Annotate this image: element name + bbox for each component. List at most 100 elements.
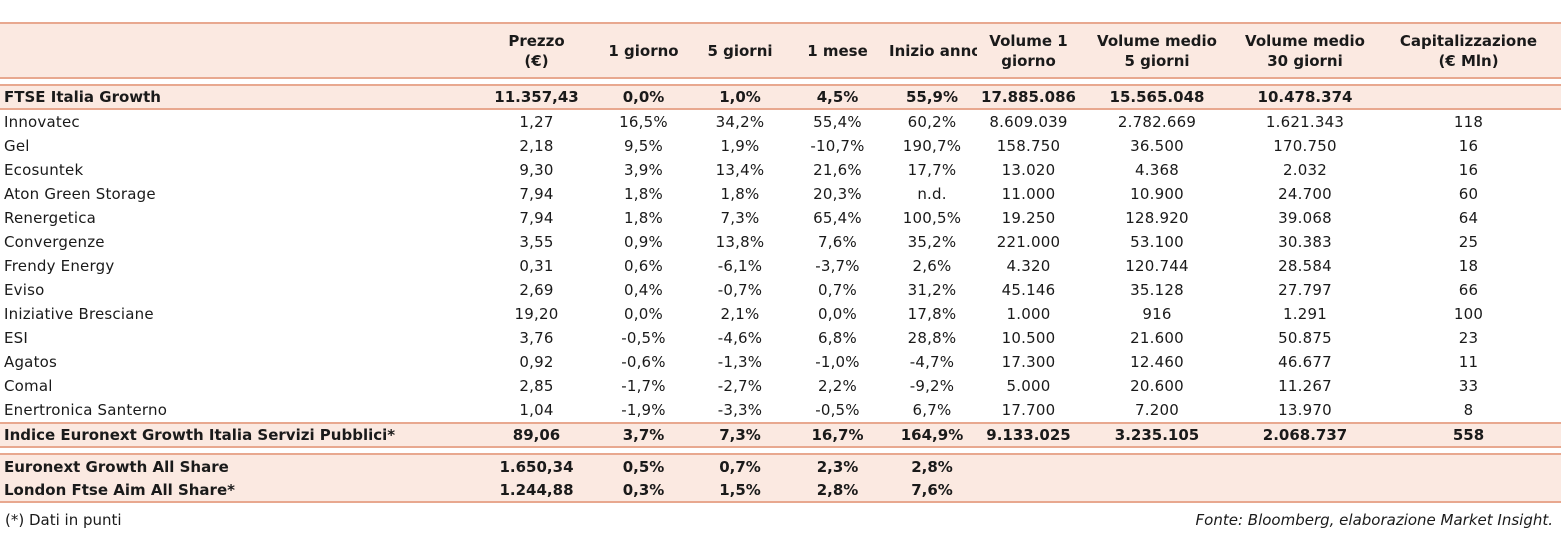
table-cell: 3.235.105 bbox=[1080, 422, 1234, 448]
table-cell: -4,7% bbox=[909, 353, 955, 371]
table-cell: -0,6% bbox=[621, 353, 666, 371]
table-cell: 17.300 bbox=[1001, 353, 1056, 371]
table-cell: 7,94 bbox=[519, 185, 554, 203]
table-cell: 0,6% bbox=[624, 257, 663, 275]
table-cell: -3,3% bbox=[717, 401, 763, 419]
table-cell: 17.700 bbox=[1001, 401, 1056, 419]
table-cell: 118 bbox=[1453, 113, 1484, 131]
table-cell: 21,6% bbox=[813, 161, 862, 179]
table-cell: 7,6% bbox=[887, 478, 977, 503]
stocks-table: Prezzo (€) 1 giorno 5 giorni 1 mese Inizio an… bbox=[0, 22, 1561, 503]
table-cell: 5.000 bbox=[1006, 377, 1051, 395]
table-cell: 11.000 bbox=[1001, 185, 1056, 203]
table-cell: 0,31 bbox=[519, 257, 554, 275]
table-cell: 0,0% bbox=[624, 305, 663, 323]
row-label: London Ftse Aim All Share* bbox=[0, 478, 478, 503]
table-cell: 12.460 bbox=[1130, 353, 1184, 371]
table-cell: 13.970 bbox=[1278, 401, 1332, 419]
table-cell bbox=[1080, 453, 1234, 478]
table-cell: 25 bbox=[1458, 233, 1479, 251]
table-cell: 34,2% bbox=[715, 113, 765, 131]
table-cell: 17,8% bbox=[907, 305, 957, 323]
table-cell: -1,0% bbox=[815, 353, 860, 371]
table-cell: 7,3% bbox=[692, 422, 788, 448]
stock-row: Frendy Energy 0,31 0,6% -6,1% -3,7% 2,6% 4.320… bbox=[0, 254, 1561, 278]
table-cell: 19.250 bbox=[1001, 209, 1056, 227]
table-cell: 0,3% bbox=[595, 478, 692, 503]
table-cell: 128.920 bbox=[1125, 209, 1189, 227]
table-cell: 1.000 bbox=[1006, 305, 1051, 323]
index-row: London Ftse Aim All Share* 1.244,88 0,3% 1,… bbox=[0, 478, 1561, 503]
table-cell: 28,8% bbox=[907, 329, 957, 347]
table-cell: 6,7% bbox=[912, 401, 952, 419]
table-cell: 53.100 bbox=[1130, 233, 1184, 251]
row-label: ESI bbox=[4, 329, 29, 347]
table-cell: 15.565.048 bbox=[1080, 84, 1234, 110]
table-cell: 221.000 bbox=[996, 233, 1061, 251]
table-footer: (*) Dati in punti Fonte: Bloomberg, elab… bbox=[0, 510, 1561, 532]
stock-row: Comal 2,85 -1,7% -2,7% 2,2% -9,2% 5.000 20.600 1… bbox=[0, 374, 1561, 398]
stock-row: Aton Green Storage 7,94 1,8% 1,8% 20,3% n.d. 1… bbox=[0, 182, 1561, 206]
table-cell: 23 bbox=[1458, 329, 1479, 347]
table-cell: 13,8% bbox=[715, 233, 765, 251]
table-cell: 19,20 bbox=[514, 305, 559, 323]
table-cell: 6,8% bbox=[818, 329, 857, 347]
stock-row: ESI 3,76 -0,5% -4,6% 6,8% 28,8% 10.500 21.600 50… bbox=[0, 326, 1561, 350]
table-cell: 8 bbox=[1463, 401, 1474, 419]
table-cell: 2,6% bbox=[912, 257, 952, 275]
table-cell: -1,9% bbox=[621, 401, 666, 419]
table-cell: 100,5% bbox=[902, 209, 962, 227]
table-cell: 0,0% bbox=[818, 305, 857, 323]
table-cell: 558 bbox=[1376, 422, 1561, 448]
table-cell: -1,7% bbox=[621, 377, 666, 395]
table-cell bbox=[1234, 478, 1376, 503]
table-cell: -0,5% bbox=[815, 401, 860, 419]
table-cell: 20.600 bbox=[1130, 377, 1184, 395]
table-cell: 50.875 bbox=[1278, 329, 1332, 347]
table-cell: 1.291 bbox=[1283, 305, 1327, 323]
table-cell: 10.500 bbox=[1001, 329, 1056, 347]
table-cell: 9,30 bbox=[519, 161, 554, 179]
table-cell: -1,3% bbox=[717, 353, 763, 371]
stock-row: Agatos 0,92 -0,6% -1,3% -1,0% -4,7% 17.300 12.4… bbox=[0, 350, 1561, 374]
stock-row: Gel 2,18 9,5% 1,9% -10,7% 190,7% 158.750 36.500… bbox=[0, 134, 1561, 158]
table-cell: 64 bbox=[1458, 209, 1479, 227]
table-cell: 11 bbox=[1458, 353, 1479, 371]
table-cell bbox=[1234, 453, 1376, 478]
table-cell: 20,3% bbox=[813, 185, 862, 203]
table-cell bbox=[1080, 478, 1234, 503]
table-cell: 1,8% bbox=[720, 185, 760, 203]
table-cell: 2,3% bbox=[788, 453, 887, 478]
index-row: Euronext Growth All Share 1.650,34 0,5% 0,7… bbox=[0, 453, 1561, 478]
table-cell: -2,7% bbox=[717, 377, 763, 395]
table-cell: 33 bbox=[1458, 377, 1479, 395]
table-cell: 2.782.669 bbox=[1117, 113, 1197, 131]
table-cell: 0,0% bbox=[595, 84, 692, 110]
table-cell: 120.744 bbox=[1125, 257, 1189, 275]
table-cell: 60 bbox=[1458, 185, 1479, 203]
row-label: Innovatec bbox=[4, 113, 80, 131]
table-cell: 21.600 bbox=[1130, 329, 1184, 347]
table-cell: -3,7% bbox=[815, 257, 860, 275]
stock-row: Enertronica Santerno 1,04 -1,9% -3,3% -0,5% 6… bbox=[0, 398, 1561, 423]
table-cell: 0,92 bbox=[519, 353, 554, 371]
column-header: 5 giorni bbox=[692, 22, 788, 79]
table-cell: -6,1% bbox=[717, 257, 763, 275]
stock-row: Innovatec 1,27 16,5% 34,2% 55,4% 60,2% 8.609.0… bbox=[0, 109, 1561, 134]
table-cell: 3,7% bbox=[595, 422, 692, 448]
table-cell: 35.128 bbox=[1130, 281, 1184, 299]
row-label: Convergenze bbox=[4, 233, 105, 251]
table-cell: 16 bbox=[1458, 137, 1479, 155]
table-cell: 66 bbox=[1458, 281, 1479, 299]
table-cell: 4.320 bbox=[1006, 257, 1051, 275]
table-cell: 11.357,43 bbox=[478, 84, 595, 110]
table-cell: 16 bbox=[1458, 161, 1479, 179]
table-header: Prezzo (€) 1 giorno 5 giorni 1 mese Inizio an… bbox=[0, 22, 1561, 79]
table-cell: 8.609.039 bbox=[989, 113, 1068, 131]
table-cell: 2,85 bbox=[519, 377, 554, 395]
table-cell: 46.677 bbox=[1278, 353, 1332, 371]
table-cell: -10,7% bbox=[810, 137, 865, 155]
table-cell: 13,4% bbox=[715, 161, 765, 179]
table-cell: 0,7% bbox=[692, 453, 788, 478]
column-header: Volume medio 5 giorni bbox=[1080, 22, 1234, 79]
